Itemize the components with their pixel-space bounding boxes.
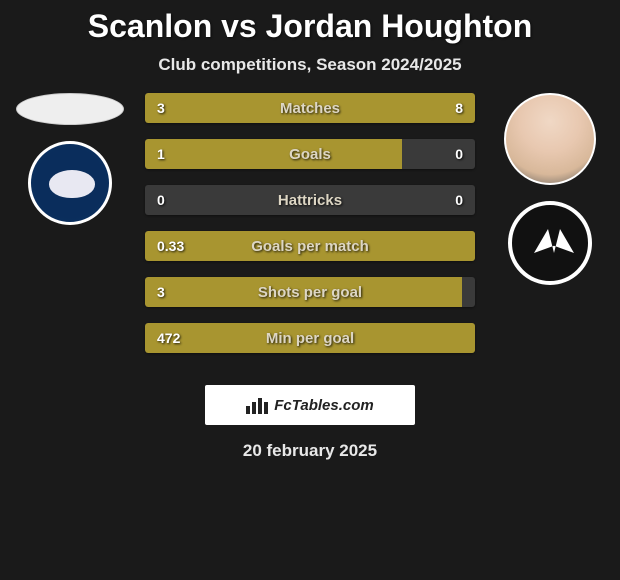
- stat-value-right: [451, 323, 475, 353]
- comparison-card: Scanlon vs Jordan Houghton Club competit…: [0, 0, 620, 461]
- stat-bar-left: [145, 139, 402, 169]
- stat-value-right: [451, 277, 475, 307]
- club-left-badge: [28, 141, 112, 225]
- brand-text: FcTables.com: [274, 397, 373, 414]
- stat-value-left: 472: [145, 323, 192, 353]
- date-line: 20 february 2025: [10, 441, 610, 461]
- main-area: 38Matches10Goals00Hattricks0.33Goals per…: [10, 93, 610, 363]
- stat-value-left: 0.33: [145, 231, 196, 261]
- stat-label: Hattricks: [145, 185, 475, 215]
- club-right-badge: [508, 201, 592, 285]
- stat-bar-right: [234, 93, 475, 123]
- subtitle: Club competitions, Season 2024/2025: [10, 55, 610, 75]
- brand-box[interactable]: FcTables.com: [205, 385, 415, 425]
- stat-row: 0 0Hattricks: [145, 185, 475, 215]
- left-player-column: [10, 93, 130, 225]
- stat-value-left: 3: [145, 277, 177, 307]
- brand-icon: [246, 396, 268, 414]
- stat-bar-left: [145, 277, 462, 307]
- right-player-column: [490, 93, 610, 285]
- stat-value-right: 0: [443, 185, 475, 215]
- stat-value-right: [451, 231, 475, 261]
- stats-list: 38Matches10Goals00Hattricks0.33Goals per…: [145, 93, 475, 353]
- player-right-avatar: [504, 93, 596, 185]
- stat-row: 38Matches: [145, 93, 475, 123]
- stat-bar-left: [145, 323, 475, 353]
- stat-value-left: 1: [145, 139, 177, 169]
- stat-value-right: 8: [443, 93, 475, 123]
- stat-value-left: 3: [145, 93, 177, 123]
- stat-row: 10Goals: [145, 139, 475, 169]
- player-left-avatar: [16, 93, 124, 125]
- stat-row: 3Shots per goal: [145, 277, 475, 307]
- stat-value-right: 0: [443, 139, 475, 169]
- stat-row: 0.33Goals per match: [145, 231, 475, 261]
- stat-value-left: 0: [145, 185, 177, 215]
- page-title: Scanlon vs Jordan Houghton: [10, 8, 610, 45]
- stat-row: 472Min per goal: [145, 323, 475, 353]
